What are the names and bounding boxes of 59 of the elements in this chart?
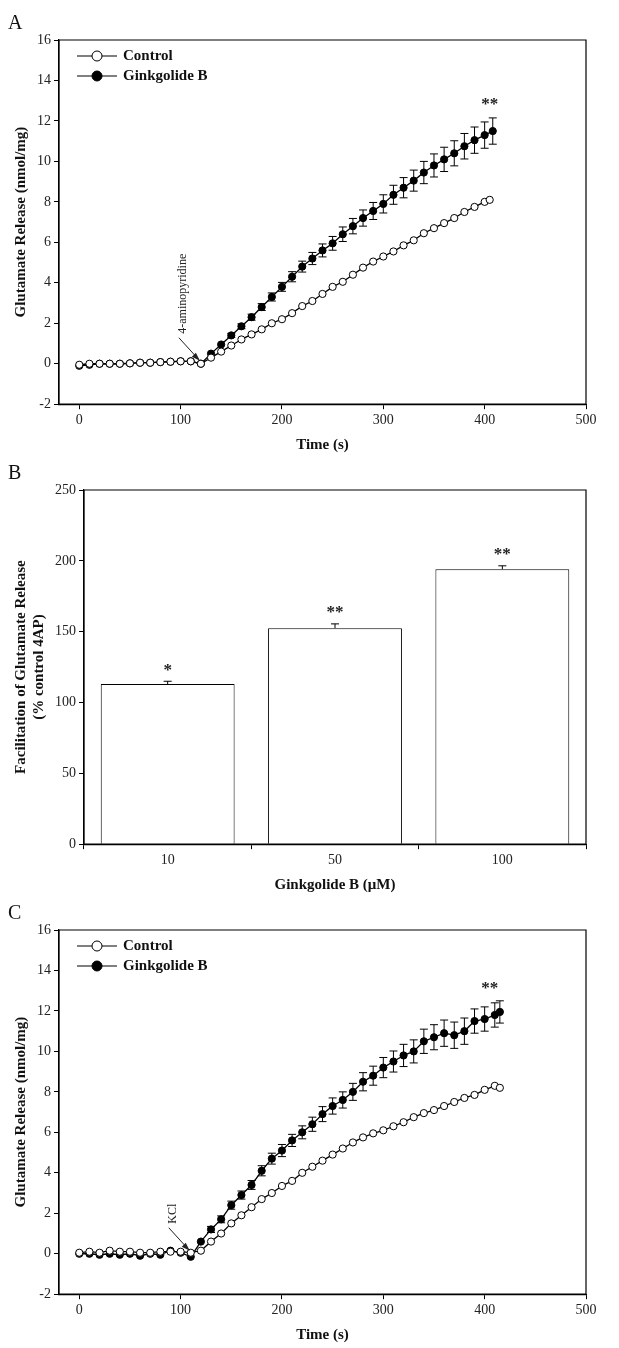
y-tick-label: 10 bbox=[37, 1043, 51, 1059]
y-tick-label: 2 bbox=[44, 314, 51, 330]
y-tick-label: 8 bbox=[44, 193, 51, 209]
annotation: KCl bbox=[164, 1203, 179, 1224]
annotation: 4-aminopyridine bbox=[175, 253, 190, 334]
legend-label: Ginkgolide B bbox=[123, 956, 208, 973]
legend-label: Control bbox=[123, 46, 173, 63]
y-axis-title: Glutamate Release (nmol/mg) bbox=[11, 1016, 29, 1208]
x-axis-title: Ginkgolide B (μM) bbox=[274, 875, 396, 893]
y-tick-label: 10 bbox=[37, 153, 51, 169]
annotation: ** bbox=[493, 543, 511, 563]
x-tick-label: 300 bbox=[372, 1302, 394, 1318]
y-tick-label: 8 bbox=[44, 1083, 51, 1099]
x-tick-label: 100 bbox=[491, 852, 513, 868]
y-tick-label: 0 bbox=[69, 835, 76, 851]
x-tick-label: 100 bbox=[170, 412, 192, 428]
annotation: ** bbox=[481, 977, 499, 997]
x-axis-title: Time (s) bbox=[296, 435, 349, 453]
annotation: ** bbox=[326, 602, 344, 622]
y-tick-label: 6 bbox=[44, 234, 51, 250]
x-tick-label: 400 bbox=[474, 1302, 496, 1318]
y-tick-label: 14 bbox=[37, 72, 51, 88]
legend-label: Ginkgolide B bbox=[123, 66, 208, 83]
chart-title: C bbox=[8, 901, 22, 924]
y-tick-label: 4 bbox=[44, 1164, 51, 1180]
y-tick-label: 50 bbox=[62, 765, 76, 781]
legend-label: Control bbox=[123, 936, 173, 953]
x-tick-label: 200 bbox=[271, 412, 293, 428]
y-tick-label: 2 bbox=[44, 1204, 51, 1220]
y-tick-label: 16 bbox=[37, 921, 51, 937]
y-tick-label: 200 bbox=[55, 552, 76, 568]
x-tick-label: 500 bbox=[575, 1302, 597, 1318]
y-tick-label: 0 bbox=[44, 355, 51, 371]
x-tick-label: 500 bbox=[575, 412, 597, 428]
y-tick-label: 6 bbox=[44, 1124, 51, 1140]
chart-title: A bbox=[8, 11, 23, 34]
y-tick-label: 0 bbox=[44, 1245, 51, 1261]
chart-title: B bbox=[8, 461, 22, 484]
y-tick-label: -2 bbox=[39, 395, 51, 411]
x-axis-title: Time (s) bbox=[296, 1325, 349, 1343]
annotation: ** bbox=[481, 93, 499, 113]
y-tick-label: 14 bbox=[37, 962, 51, 978]
y-tick-label: 250 bbox=[55, 481, 76, 497]
y-tick-label: 4 bbox=[44, 274, 51, 290]
y-tick-label: -2 bbox=[39, 1285, 51, 1301]
y-tick-label: 12 bbox=[37, 112, 51, 128]
x-tick-label: 400 bbox=[474, 412, 496, 428]
y-axis-title: Glutamate Release (nmol/mg) bbox=[11, 126, 29, 318]
x-tick-label: 100 bbox=[170, 1302, 192, 1318]
x-tick-label: 300 bbox=[372, 412, 394, 428]
y-tick-label: 100 bbox=[55, 694, 76, 710]
y-tick-label: 12 bbox=[37, 1002, 51, 1018]
x-tick-label: 200 bbox=[271, 1302, 293, 1318]
y-tick-label: 150 bbox=[55, 623, 76, 639]
y-tick-label: 16 bbox=[37, 31, 51, 47]
y-axis-title: Facilitation of Glutamate Release (% control 4AP) bbox=[11, 559, 47, 774]
annotation: * bbox=[163, 660, 172, 680]
x-tick-label: 50 bbox=[328, 852, 342, 868]
x-tick-label: 10 bbox=[160, 852, 175, 868]
